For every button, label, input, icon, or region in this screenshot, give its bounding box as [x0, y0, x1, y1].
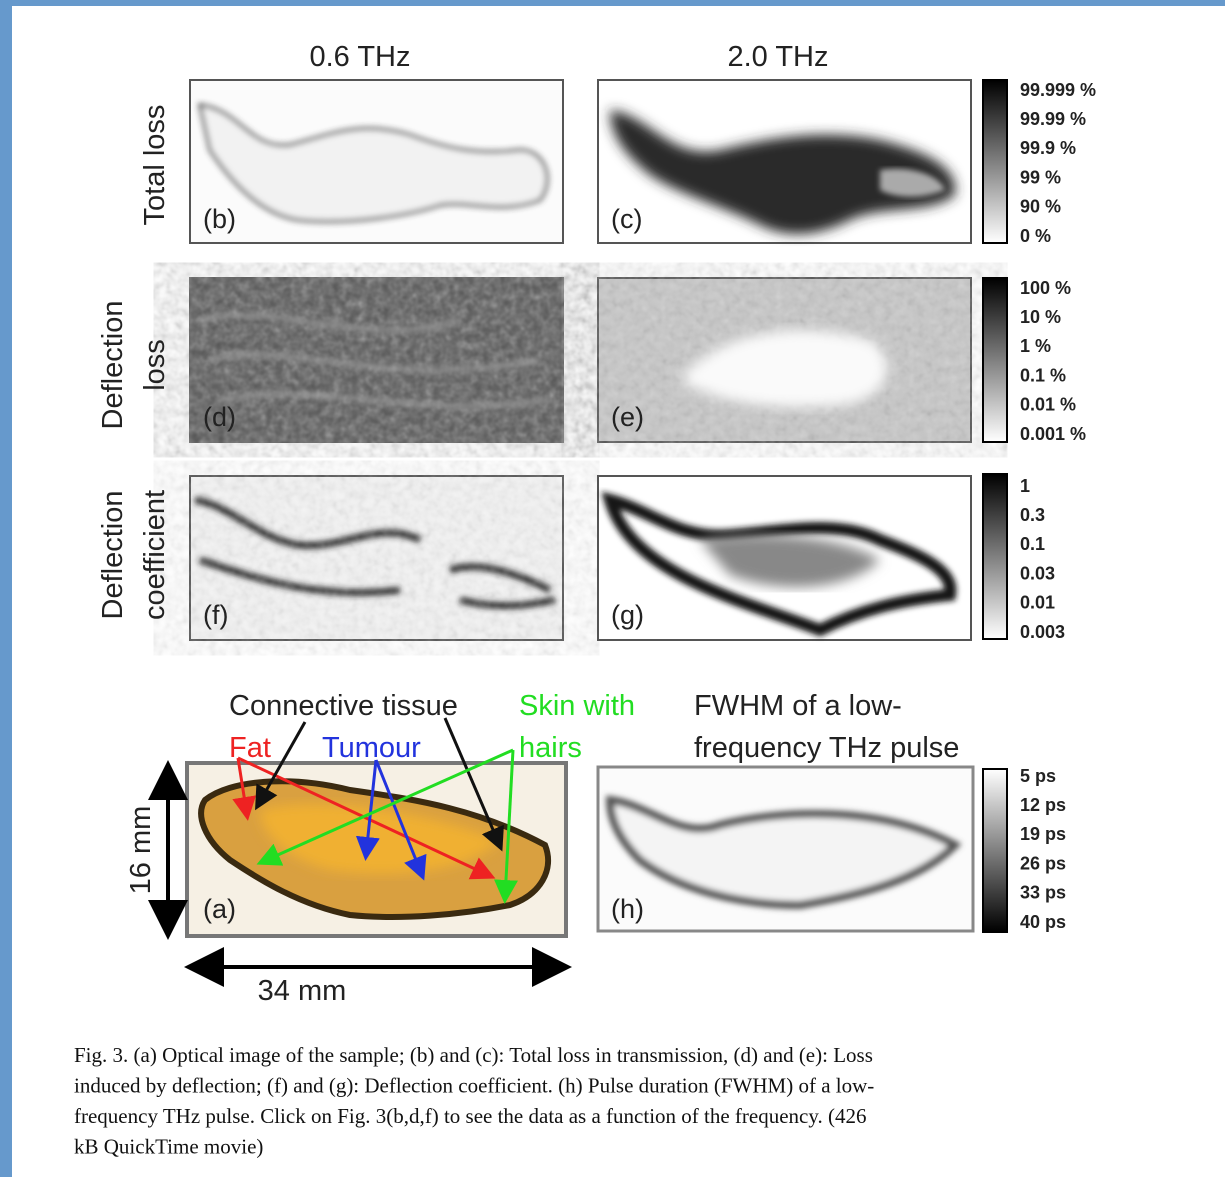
panel-label: (c) — [611, 204, 642, 234]
row-label: coefficient — [139, 490, 171, 620]
colorbar-label: 1 % — [1020, 336, 1051, 356]
annotation: hairs — [519, 732, 582, 764]
panel-label: (g) — [611, 600, 644, 630]
colorbar-label: 99.9 % — [1020, 138, 1076, 158]
panel-f — [190, 476, 563, 640]
colorbar-label: 0.003 — [1020, 622, 1065, 642]
panel-label: (b) — [203, 204, 236, 234]
annotation: Connective tissue — [229, 690, 458, 722]
colorbar-label: 5 ps — [1020, 766, 1056, 786]
annotation: frequency THz pulse — [694, 732, 959, 764]
colorbar-label: 1 — [1020, 476, 1030, 496]
colorbar — [983, 474, 1007, 639]
colorbar-label: 0.01 % — [1020, 395, 1076, 415]
panel-h — [598, 767, 973, 931]
annotation: Fat — [229, 732, 271, 764]
colorbar-label: 0.1 — [1020, 534, 1045, 554]
column-header: 0.6 THz — [309, 41, 410, 73]
colorbar-label: 10 % — [1020, 307, 1061, 327]
panel-label: (d) — [203, 402, 236, 432]
row-label: loss — [139, 339, 171, 391]
colorbar-label: 99.99 % — [1020, 109, 1086, 129]
row-label: Total loss — [139, 105, 171, 226]
annotation: FWHM of a low- — [694, 690, 902, 722]
panel-label: (e) — [611, 402, 644, 432]
colorbar-label: 90 % — [1020, 197, 1061, 217]
colorbar-label: 26 ps — [1020, 853, 1066, 873]
column-header: 2.0 THz — [727, 41, 828, 73]
figure: 0.6 THz 2.0 THz Total loss Deflection loss De… — [0, 0, 1225, 1177]
panel-e — [598, 278, 971, 442]
colorbar-label: 0.1 % — [1020, 365, 1066, 385]
page: {"figure": { "column_headers": ["0.6 THz… — [0, 0, 1225, 1177]
caption-line: frequency THz pulse. Click on Fig. 3(b,d… — [74, 1104, 867, 1128]
scale-label: 34 mm — [258, 975, 347, 1007]
colorbar-label: 99.999 % — [1020, 80, 1096, 100]
panel-c — [598, 80, 971, 243]
caption-line: kB QuickTime movie) — [74, 1135, 263, 1159]
panel-b — [190, 80, 563, 243]
colorbar-label: 99 % — [1020, 167, 1061, 187]
panel-g — [598, 476, 971, 640]
panel-label: (f) — [203, 600, 228, 630]
panel-label: (a) — [203, 894, 236, 924]
colorbar-label: 33 ps — [1020, 883, 1066, 903]
panel-label: (h) — [611, 894, 644, 924]
annotation: Skin with — [519, 690, 635, 722]
colorbar-label: 19 ps — [1020, 824, 1066, 844]
colorbar-label: 12 ps — [1020, 795, 1066, 815]
row-label: Deflection — [97, 301, 129, 430]
scale-label: 16 mm — [125, 806, 157, 895]
colorbar-label: 0.001 % — [1020, 424, 1086, 444]
annotation: Tumour — [322, 732, 421, 764]
colorbar-label: 0.3 — [1020, 505, 1045, 525]
caption-line: Fig. 3. (a) Optical image of the sample;… — [74, 1043, 873, 1067]
row-label: Deflection — [97, 491, 129, 620]
caption-line: induced by deflection; (f) and (g): Defl… — [74, 1074, 874, 1098]
colorbar-label: 40 ps — [1020, 912, 1066, 932]
colorbar-label: 0 % — [1020, 226, 1051, 246]
colorbar — [983, 278, 1007, 442]
panel-d — [190, 278, 563, 442]
colorbar — [983, 769, 1007, 932]
colorbar — [983, 80, 1007, 243]
colorbar-label: 0.03 — [1020, 563, 1055, 583]
colorbar-label: 100 % — [1020, 278, 1071, 298]
colorbar-label: 0.01 — [1020, 593, 1055, 613]
